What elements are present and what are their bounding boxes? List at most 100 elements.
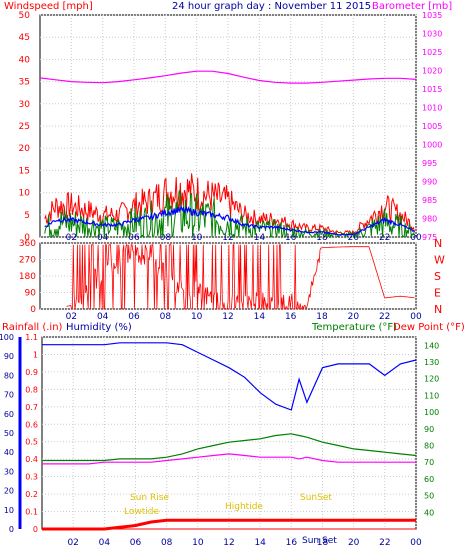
- x-tick-label: 06: [128, 312, 140, 322]
- baro-tick-label: 1025: [422, 48, 442, 57]
- x-tick-label: 02: [66, 312, 77, 322]
- baro-tick-label: 1010: [422, 104, 442, 113]
- direction-series-line: [66, 244, 415, 311]
- direction-tick-label: 270: [19, 256, 36, 266]
- temperature-tick-label: 140: [424, 341, 439, 350]
- temperature-tick-label: 130: [424, 358, 439, 367]
- x-tick-label: 12: [223, 538, 234, 548]
- x-tick-label: 14: [254, 233, 266, 243]
- temperature-tick-label: 100: [424, 408, 439, 417]
- rain-tick-label: 1: [33, 350, 38, 359]
- x-tick-label: 20: [348, 312, 360, 322]
- temperature-axis-label: Temperature (°F): [311, 322, 397, 333]
- x-tick-label: 14: [254, 538, 266, 548]
- x-tick-label: 04: [97, 312, 109, 322]
- temperature-tick-label: 110: [424, 391, 439, 400]
- direction-tick-label: 180: [19, 272, 36, 282]
- x-tick-label: 22: [379, 538, 390, 548]
- x-tick-label: 12: [222, 312, 233, 322]
- rain-tick-label: 0.5: [25, 438, 38, 447]
- x-tick-label: 16: [286, 538, 298, 548]
- x-tick-label: 08: [160, 312, 172, 322]
- x-tick-label: 02: [66, 233, 77, 243]
- x-tick-label: 00: [410, 233, 422, 243]
- baro-tick-label: 975: [422, 233, 437, 242]
- compass-tick-label: S: [434, 270, 441, 283]
- windspeed-axis-label: Windspeed [mph]: [4, 1, 93, 12]
- temperature-tick-label: 40: [424, 508, 434, 517]
- temperature-tick-label: 80: [424, 442, 434, 451]
- x-tick-label: 10: [192, 538, 204, 548]
- rain-tick-label: 0.9: [25, 368, 38, 377]
- rainfall-axis-label: Rainfall (.in): [2, 322, 63, 333]
- humidity-tick-label: 30: [4, 467, 14, 476]
- temperature-tick-label: 60: [424, 475, 434, 484]
- barometer-series-line: [39, 70, 417, 84]
- sunrise-annotation: Sun Rise: [130, 493, 169, 503]
- baro-tick-label: 980: [422, 215, 437, 224]
- rain-tick-label: 0.4: [25, 455, 38, 464]
- x-tick-label: 10: [191, 312, 203, 322]
- temperature-tick-label: 120: [424, 375, 439, 384]
- humidity-tick-label: 50: [4, 429, 14, 438]
- dewpoint-series-line: [42, 453, 416, 465]
- wind-tick-label: 35: [19, 78, 30, 88]
- baro-tick-label: 995: [422, 159, 437, 168]
- rain-tick-label: 1.1: [25, 333, 38, 342]
- wind-low-series-line: [44, 190, 415, 239]
- x-tick-label: 04: [99, 538, 111, 548]
- rain-tick-label: 0.1: [25, 508, 38, 517]
- humidity-tick-label: 20: [4, 487, 14, 496]
- wind-tick-label: 25: [19, 122, 30, 132]
- humidity-tick-label: 60: [4, 410, 14, 419]
- direction-tick-label: 0: [30, 305, 36, 315]
- hightide-annotation: Hightide: [225, 502, 263, 512]
- baro-tick-label: 1020: [422, 67, 442, 76]
- x-tick-label: 14: [254, 312, 266, 322]
- x-tick-label: 02: [67, 538, 78, 548]
- x-tick-label: 00: [410, 538, 422, 548]
- chart-marks: [18, 70, 417, 531]
- tick-labels: 0510152025303540455097598098599099510001…: [0, 11, 445, 548]
- humidity-tick-label: 90: [4, 352, 14, 361]
- baro-tick-label: 1030: [422, 30, 442, 39]
- wind-tick-label: 50: [19, 11, 31, 21]
- temperature-tick-label: 50: [424, 492, 434, 501]
- temperature-tick-label: 70: [424, 458, 434, 467]
- barometer-axis-label: Barometer [mb]: [372, 1, 452, 12]
- temperature-series-line: [42, 433, 417, 462]
- humidity-axis-label: Humidity (%): [66, 322, 132, 333]
- lowtide-annotation: Lowtide: [124, 507, 159, 517]
- compass-tick-label: W: [434, 254, 445, 267]
- x-tick-label: 20: [348, 233, 360, 243]
- x-tick-label: 18: [316, 233, 328, 243]
- x-tick-label: 18: [317, 538, 329, 548]
- x-tick-label: 20: [348, 538, 360, 548]
- sunset-bottom-label: Sun Set: [302, 536, 337, 546]
- dewpoint-axis-label: Dew Point (°F): [393, 322, 465, 333]
- sunset-annotation: SunSet: [300, 493, 332, 503]
- baro-tick-label: 1015: [422, 85, 442, 94]
- wind-average-series-line: [44, 205, 415, 236]
- x-tick-label: 04: [97, 233, 109, 243]
- x-tick-label: 22: [379, 233, 390, 243]
- x-tick-label: 18: [316, 312, 328, 322]
- humidity-series-line: [42, 342, 417, 411]
- compass-tick-label: N: [434, 303, 442, 316]
- x-tick-label: 08: [160, 233, 172, 243]
- grid-lines: [40, 14, 417, 530]
- x-tick-label: 12: [222, 233, 233, 243]
- wind-tick-label: 40: [19, 55, 31, 65]
- humidity-tick-label: 70: [4, 391, 14, 400]
- temperature-tick-label: 90: [424, 425, 434, 434]
- wind-tick-label: 45: [19, 33, 30, 43]
- baro-tick-label: 985: [422, 196, 437, 205]
- baro-tick-label: 1005: [422, 122, 442, 131]
- chart-title: 24 hour graph day : November 11 2015: [172, 1, 371, 12]
- humidity-tick-label: 0: [9, 525, 14, 534]
- compass-tick-label: E: [434, 287, 441, 300]
- humidity-tick-label: 40: [4, 448, 14, 457]
- humidity-tick-label: 10: [4, 506, 14, 515]
- rain-tick-label: 0: [33, 525, 38, 534]
